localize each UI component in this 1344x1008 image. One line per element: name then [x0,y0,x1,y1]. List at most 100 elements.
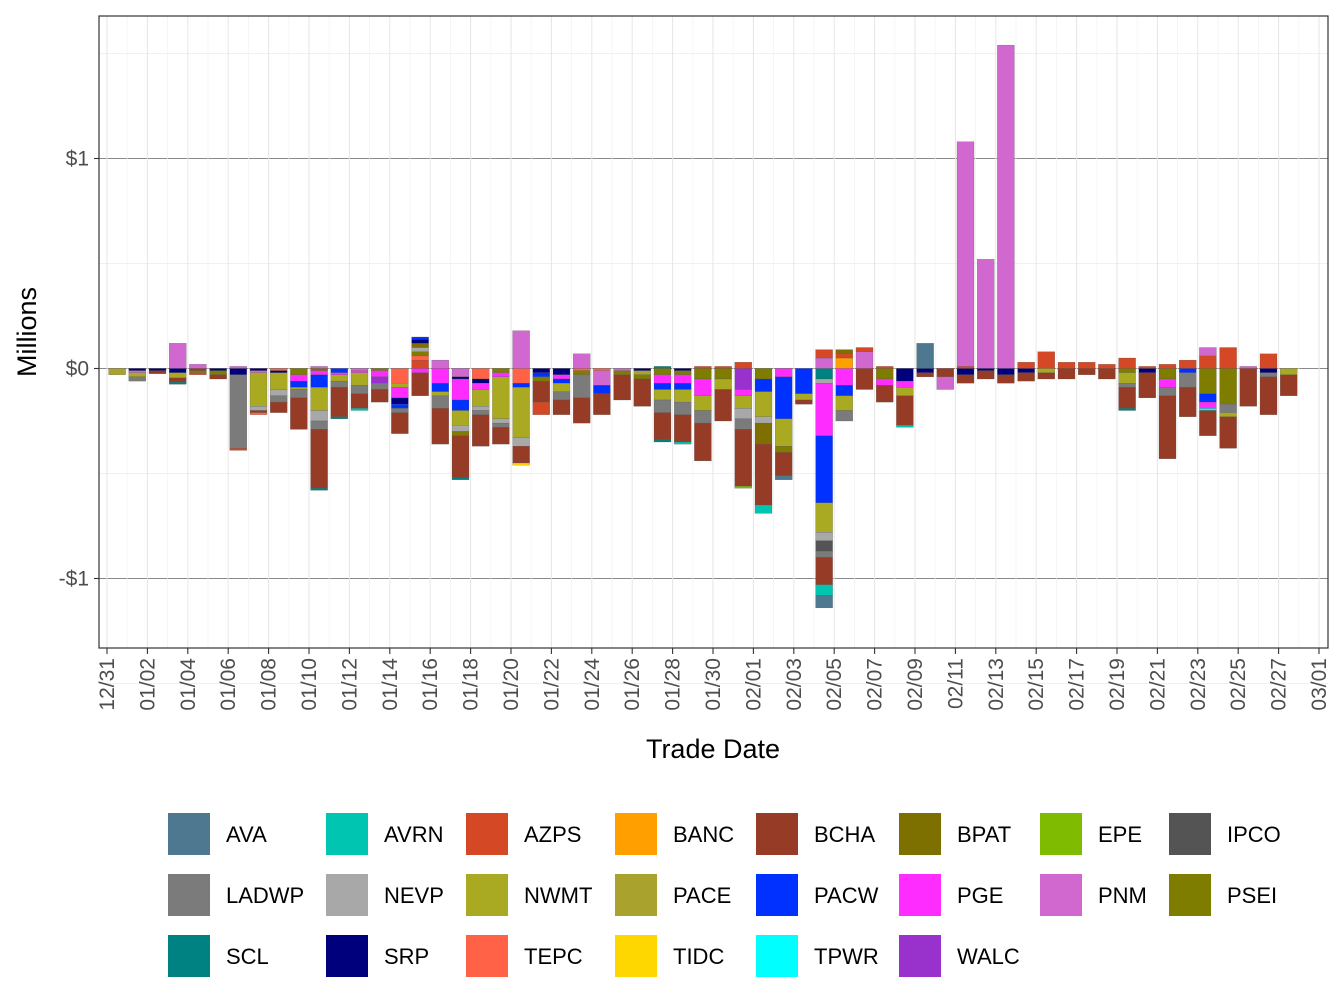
bar-segment-srp [391,397,409,405]
bar-segment-tidc [512,462,530,466]
bar-segment-nevp [754,416,773,424]
bar-segment-nevp [310,410,328,422]
bar-segment-nwmt [835,395,853,411]
legend-label: SCL [226,944,269,969]
legend-label: BCHA [814,822,875,847]
x-tick-label: 01/04 [177,658,200,711]
bar-segment-pge [492,372,510,378]
bar-segment-ladwp [431,395,449,409]
bar-segment-psei [451,431,470,436]
bar-segment-pnm [189,364,207,369]
bar-segment-bpat [754,422,773,445]
bar-segment-nwmt [1219,412,1237,417]
bar-segment-pnm [512,330,530,369]
bar-segment-bcha [492,427,510,445]
bar-segment-tepc [249,412,268,415]
x-tick-label: 01/28 [662,658,685,711]
bar-segment-pnm [229,366,247,369]
bar-segment-psei [653,368,672,375]
bar-segment-nwmt [128,372,146,378]
bar-segment-ladwp [391,408,409,413]
x-axis: 12/31 01/02 01/04 01/06 01/08 01/10 01/12 01/14… [96,648,1331,711]
bar-segment-srp [1259,368,1278,373]
bar-segment-tepc [391,368,409,384]
bar-segment-bcha [1158,395,1177,459]
bar-segment-bcha [472,414,490,447]
bar-segment-pacw [512,383,530,388]
bar-segment-pacw [310,374,328,388]
bar-segment-bcha [209,374,227,380]
legend-key-tepc [466,935,508,977]
bar-segment-srp [249,368,268,371]
bar-segment-nwmt [249,372,268,407]
bar-segment-srp [451,376,470,380]
bar-segment-nwmt [1037,368,1055,373]
bar-segment-pge [876,378,894,386]
bar-segment-ladwp [573,374,591,399]
legend-label: TEPC [524,944,583,969]
bar-segment-azps [1179,359,1197,369]
bar-segment-ladwp [1158,387,1177,396]
bar-segment-psei [371,368,389,371]
bar-segment-nevp [411,347,429,352]
bar-segment-psei [1158,368,1177,380]
bar-segment-srp [633,368,651,371]
legend-key-banc [615,813,657,855]
bar-segment-pge [552,374,571,380]
legend-key-ladwp [168,874,210,916]
bar-segment-azps [1037,351,1055,369]
bar-segment-pge [896,380,914,388]
bar-segment-psei [674,370,692,375]
bar-segment-bcha [593,393,611,415]
bar-segment-ava [815,595,833,609]
bar-segment-pnm [1199,347,1217,357]
bar-segment-azps [815,349,833,359]
bar-segment-bcha [532,380,550,403]
legend-key-epe [1040,813,1082,855]
bar-segment-azps [411,359,429,369]
bar-segment-nevp [270,389,288,396]
bar-segment-bcha [613,374,631,401]
bar-segment-tepc [573,368,591,371]
bar-segment-pge [815,383,833,436]
bar-segment-azps [1017,362,1035,369]
bar-segment-ladwp [270,395,288,403]
x-tick-label: 01/26 [621,658,644,711]
legend-key-pace [615,874,657,916]
bar-segment-nwmt [674,389,692,403]
bar-segment-ladwp [835,410,853,422]
bar-segment-bcha [916,372,934,378]
bar-segment-pnm [815,357,833,369]
bar-segment-nwmt [169,372,187,379]
bar-segment-ladwp [1259,372,1278,378]
legend-key-srp [326,935,368,977]
bar-segment-nwmt [270,372,288,390]
bar-segment-srp [270,370,288,373]
legend-key-tidc [615,935,657,977]
bar-segment-nwmt [775,418,793,447]
bar-segment-ladwp [552,391,571,401]
bar-segment-ladwp [229,374,247,449]
legend-label: LADWP [226,883,304,908]
legend-label: WALC [957,944,1020,969]
legend-key-bpat [899,813,941,855]
bar-segment-tepc [593,368,611,371]
bar-segment-azps [229,448,247,451]
bar-segment-bcha [775,452,793,476]
bar-segment-pge [674,374,692,384]
bar-segment-ladwp [492,422,510,428]
bar-segment-scl [815,368,833,380]
x-tick-label: 01/20 [500,658,523,711]
bar-segment-bcha [189,368,207,371]
bar-segment-pacw [552,378,571,384]
bar-segment-srp [128,368,146,371]
bar-segment-nwmt [552,383,571,392]
x-tick-label: 01/14 [379,658,402,711]
bar-segment-srp [552,368,571,375]
bar-segment-bcha [1259,376,1278,415]
bar-segment-bcha [1118,387,1136,409]
bar-segment-scl [310,488,328,491]
bar-segment-bcha [1017,372,1035,382]
bar-segment-nevp [734,408,752,420]
